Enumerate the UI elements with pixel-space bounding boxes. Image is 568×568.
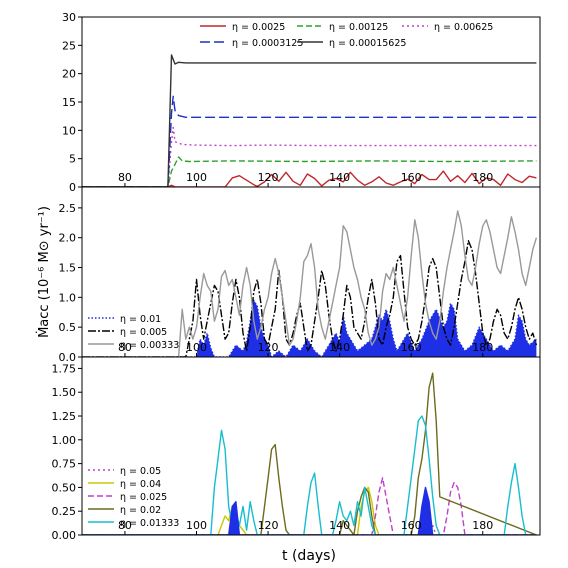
legend-label: η = 0.00333 — [120, 340, 179, 351]
y-tick-label: 2.0 — [59, 232, 77, 245]
legend-label: η = 0.00625 — [434, 22, 493, 33]
y-tick-label: 10 — [62, 124, 76, 137]
series-line-middle-1 — [82, 239, 538, 357]
y-tick-label: 15 — [62, 96, 76, 109]
panel-bottom: 80 100 120 140 160 180 0.00 0.25 0.50 0.75 1.00 1.2… — [52, 356, 541, 542]
series-fill-middle-0 — [82, 300, 537, 357]
y-tick-label: 1.0 — [59, 291, 77, 304]
axes-frame-bottom — [81, 356, 541, 536]
y-tick-label: 25 — [62, 39, 76, 52]
x-tick-label: 180 — [472, 519, 493, 532]
y-tick-label: 0.5 — [59, 321, 77, 334]
x-tick-label: 80 — [118, 341, 132, 354]
y-tick-label: 1.25 — [52, 410, 77, 423]
y-tick-label: 0.0 — [59, 351, 77, 364]
y-tick-label: 1.00 — [52, 434, 77, 447]
series-line-bottom-1 — [82, 486, 537, 535]
series-line-top-3 — [82, 95, 537, 187]
series-line-top-0 — [82, 170, 537, 187]
x-tick-label: 100 — [186, 171, 207, 184]
y-tick-label: 0.00 — [52, 529, 77, 542]
y-tick-label: 30 — [62, 11, 76, 24]
x-tick-label: 140 — [329, 341, 350, 354]
panel-top: 80 100 120 140 160 180 0 5 10 15 20 25 30 η = 0.0025 η… — [62, 11, 541, 194]
y-tick-label: 5 — [69, 153, 76, 166]
y-tick-label: 1.75 — [52, 362, 77, 375]
y-tick-label: 0.25 — [52, 505, 77, 518]
legend-label: η = 0.00015625 — [329, 38, 406, 49]
legend-label: η = 0.04 — [120, 479, 161, 490]
legend-label: η = 0.01 — [120, 314, 161, 325]
legend-label: η = 0.01333 — [120, 518, 179, 529]
y-tick-label: 1.50 — [52, 386, 77, 399]
legend-label: η = 0.00125 — [329, 22, 388, 33]
x-axis-label: t (days) — [282, 548, 336, 564]
x-tick-label: 120 — [258, 519, 279, 532]
x-tick-label: 80 — [118, 519, 132, 532]
series-line-top-1 — [82, 156, 537, 187]
x-tick-label: 180 — [472, 341, 493, 354]
y-tick-label: 0.75 — [52, 458, 77, 471]
legend-label: η = 0.02 — [120, 505, 161, 516]
series-line-bottom-2 — [82, 477, 537, 535]
x-tick-label: 120 — [258, 171, 279, 184]
legend-label: η = 0.025 — [120, 492, 167, 503]
y-tick-label: 20 — [62, 68, 76, 81]
x-tick-label: 100 — [186, 341, 207, 354]
x-tick-label: 120 — [258, 341, 279, 354]
y-tick-label: 0.50 — [52, 481, 77, 494]
x-tick-label: 160 — [401, 519, 422, 532]
legend-label: η = 0.0025 — [232, 22, 285, 33]
x-tick-label: 140 — [329, 519, 350, 532]
series-line-top-2 — [82, 126, 537, 187]
x-tick-label: 80 — [118, 171, 132, 184]
legend-label: η = 0.005 — [120, 327, 167, 338]
legend-label: η = 0.0003125 — [232, 38, 303, 49]
series-fill-bottom-5 — [82, 487, 537, 535]
legend-label: η = 0.05 — [120, 466, 161, 477]
y-tick-label: 1.5 — [59, 262, 77, 275]
series-line-top-4 — [82, 54, 537, 187]
series-line-bottom-5 — [82, 486, 537, 535]
x-tick-label: 160 — [401, 341, 422, 354]
series-line-middle-2 — [82, 210, 538, 357]
x-tick-label: 180 — [472, 171, 493, 184]
y-tick-label: 0 — [69, 181, 76, 194]
y-tick-label: 2.5 — [59, 202, 77, 215]
x-tick-label: 100 — [186, 519, 207, 532]
panel-middle: 80 100 120 140 160 180 0.0 0.5 1.0 1.5 2.0 2.5 η = 0… — [59, 186, 541, 364]
y-axis-label: Ṁacc (10⁻⁶ M⊙ yr⁻¹) — [36, 206, 52, 338]
x-tick-label: 160 — [401, 171, 422, 184]
x-tick-label: 140 — [329, 171, 350, 184]
